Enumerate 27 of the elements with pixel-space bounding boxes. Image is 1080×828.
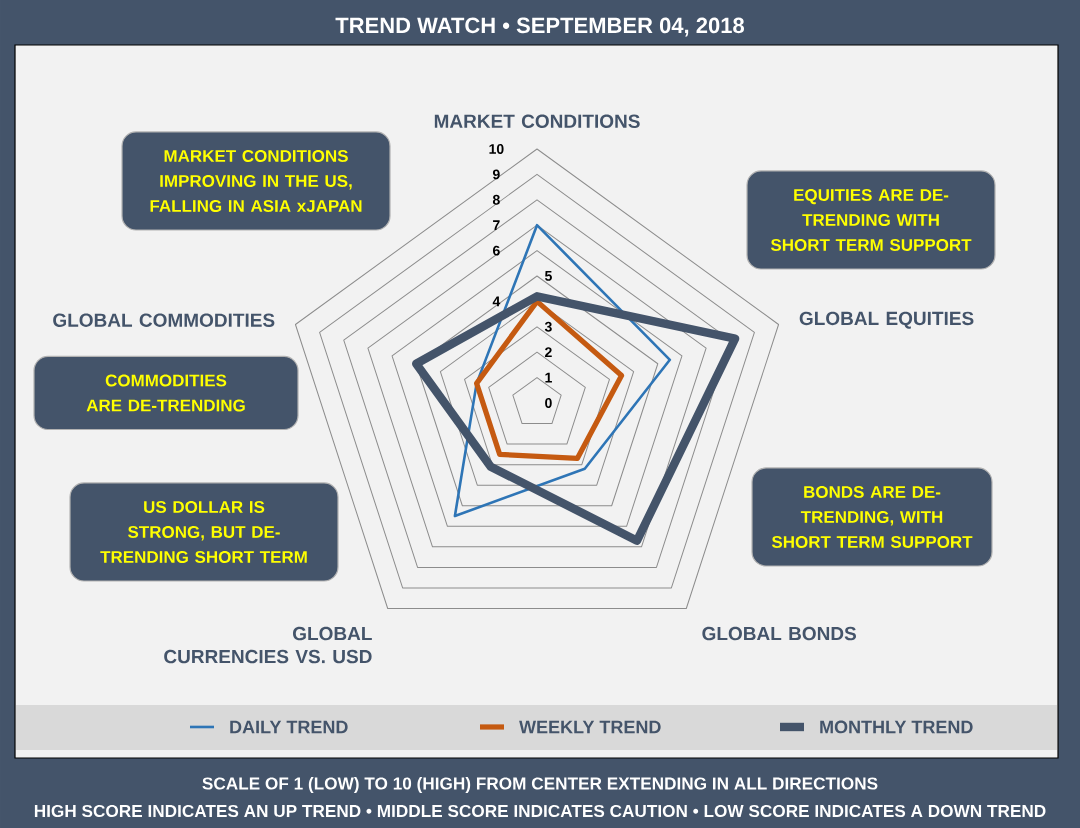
- y-tick-label: 2: [545, 347, 552, 358]
- chart-title: TREND WATCH • SEPTEMBER 04, 2018: [335, 17, 745, 37]
- spoke-label: MARKET CONDITIONS: [434, 114, 640, 128]
- y-tick-label: 0: [545, 398, 552, 408]
- y-tick-label: 8: [492, 194, 500, 205]
- y-tick-label: 10: [489, 144, 504, 154]
- text: HIGH SCORE INDICATES AN UP TREND • MIDDLE SCORE INDICATES CAUTION • LOW SCORE INDICATES A DOWN TREND: [34, 804, 1046, 818]
- text: SCALE OF 1 (LOW) TO 10 (HIGH) FROM CENTER EXTENDING IN ALL DIRECTIONS: [202, 776, 878, 794]
- legend-label: DAILY TREND: [230, 720, 348, 734]
- text: BONDS ARE DE-TRENDING, WITH SHORT TERM SUPPORT: [771, 485, 973, 548]
- text: US DOLLAR IS STRONG, BUT DE-TRENDING SHORT TERM: [100, 500, 307, 563]
- y-tick-label: 4: [492, 296, 501, 307]
- y-tick-label: 9: [492, 169, 500, 180]
- text: EQUITIES ARE DE-TRENDING WITH SHORT TERM SUPPORT: [770, 188, 972, 251]
- y-tick-label: 6: [492, 245, 500, 256]
- text: COMMODITIES ARE DE-TRENDING: [86, 374, 245, 412]
- spoke-label: GLOBAL CURRENCIES VS. USD: [164, 626, 372, 664]
- spoke-label: GLOBAL EQUITIES: [799, 311, 974, 329]
- y-tick-label: 1: [545, 372, 552, 383]
- legend-label: WEEKLY TREND: [519, 720, 661, 734]
- spoke-label: GLOBAL COMMODITIES: [53, 313, 275, 327]
- y-tick-label: 5: [544, 271, 552, 281]
- legend-label: MONTHLY TREND: [820, 720, 973, 734]
- y-tick-label: 3: [544, 321, 552, 332]
- text: MARKET CONDITIONS IMPROVING IN THE US, FALLING IN ASIA xJAPAN: [150, 149, 362, 212]
- y-tick-label: 7: [493, 220, 500, 230]
- spoke-label: GLOBAL BONDS: [702, 626, 857, 641]
